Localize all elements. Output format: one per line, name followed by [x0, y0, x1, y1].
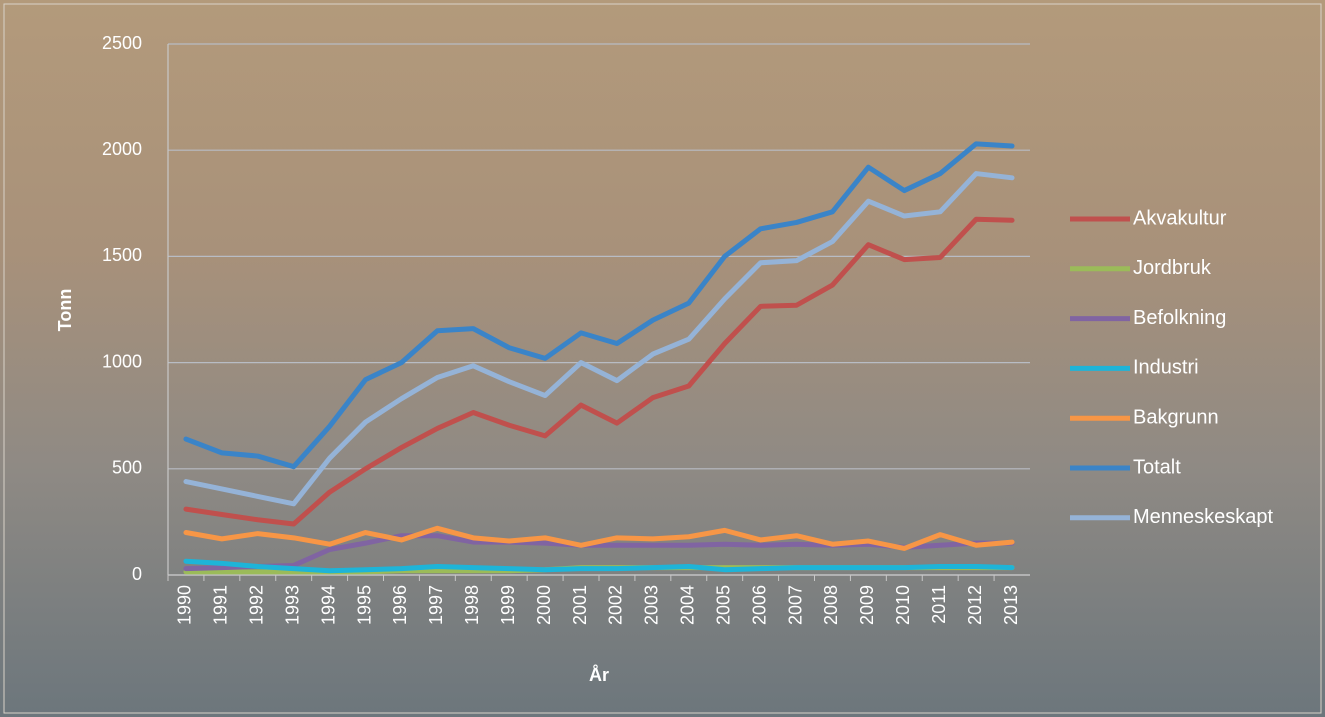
x-tick-label: 1993 — [282, 585, 302, 625]
x-tick-label: 2009 — [857, 585, 877, 625]
x-tick-label: 2000 — [534, 585, 554, 625]
x-tick-label: 2008 — [821, 585, 841, 625]
x-tick-label: 2006 — [749, 585, 769, 625]
chart-frame — [4, 4, 1321, 713]
chart: Tonn År 0 500 1000 1500 2000 2500 1990 1991 1992… — [0, 0, 1325, 717]
legend-label: Menneskeskapt — [1133, 506, 1274, 528]
x-tick-label: 1991 — [211, 585, 231, 625]
x-tick-label: 2005 — [713, 585, 733, 625]
y-tick-label: 2000 — [102, 139, 142, 159]
legend-label: Bakgrunn — [1133, 406, 1219, 428]
legend-label: Befolkning — [1133, 307, 1226, 329]
legend-label: Totalt — [1133, 456, 1181, 478]
x-tick-label: 2002 — [606, 585, 626, 625]
x-tick-label: 2007 — [785, 585, 805, 625]
x-tick-label: 1997 — [426, 585, 446, 625]
x-tick-label: 1998 — [462, 585, 482, 625]
y-tick-label: 2500 — [102, 33, 142, 53]
x-tick-label: 1995 — [354, 585, 374, 625]
legend-label: Industri — [1133, 357, 1199, 379]
series-line — [186, 144, 1012, 467]
legend-label: Jordbruk — [1133, 257, 1212, 279]
y-tick-label: 0 — [132, 564, 142, 584]
x-tick-label: 2010 — [893, 585, 913, 625]
y-tick-label: 500 — [112, 458, 142, 478]
x-tick-label: 2003 — [642, 585, 662, 625]
x-tick-label: 1990 — [175, 585, 195, 625]
x-tick-label: 2001 — [570, 585, 590, 625]
x-tick-label: 2004 — [678, 585, 698, 625]
y-tick-label: 1000 — [102, 351, 142, 371]
x-tick-label: 2011 — [929, 585, 949, 624]
x-tick-label: 1994 — [318, 585, 338, 625]
x-tick-label: 2013 — [1001, 585, 1021, 625]
x-tick-label: 1996 — [390, 585, 410, 625]
x-tick-label: 2012 — [965, 585, 985, 625]
x-axis-label: År — [589, 665, 609, 685]
y-tick-label: 1500 — [102, 245, 142, 265]
y-axis-label: Tonn — [55, 289, 75, 332]
x-tick-label: 1999 — [498, 585, 518, 625]
legend-label: Akvakultur — [1133, 207, 1227, 229]
page: Tonn År 0 500 1000 1500 2000 2500 1990 1991 1992… — [0, 0, 1325, 717]
x-tick-label: 1992 — [247, 585, 267, 625]
